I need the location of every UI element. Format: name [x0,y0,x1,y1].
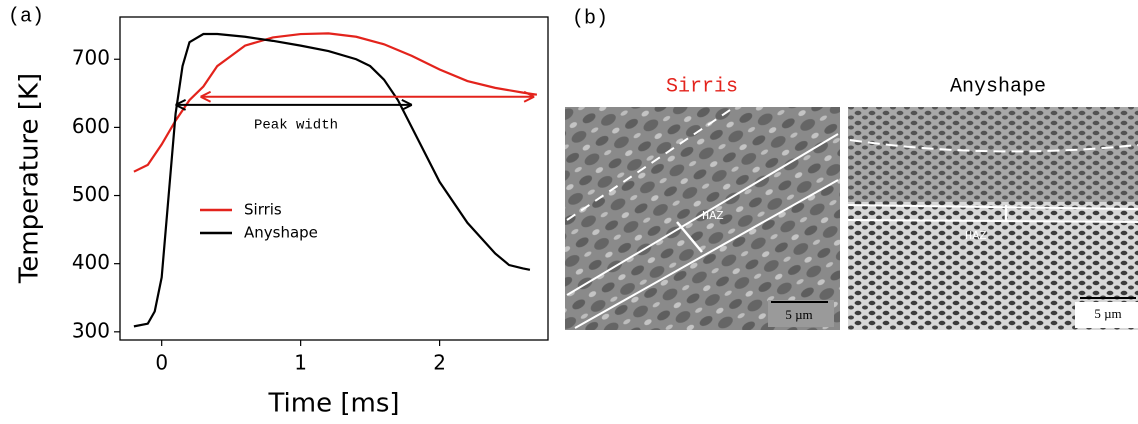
micrograph: HAZ 5 µm [565,107,840,330]
y-tick-label: 500 [72,182,110,206]
image-title: Anyshape [950,75,1046,98]
zone-label: HAZ [702,209,724,223]
arrow-head [175,99,187,111]
panel-label: (a) [8,5,44,28]
plot-frame [119,16,549,341]
arrow-head [401,99,413,111]
arrow-head [200,90,212,103]
y-tick-label: 700 [72,46,110,70]
plot-area: 0 1 2 300 400 500 600 700 Peak width Sirris Anysha… [72,32,538,375]
y-axis-label: Temperature [K] [15,73,45,284]
series-line [133,32,538,173]
legend-label: Sirris [244,201,282,219]
scale-bar-label: 5 µm [785,307,812,322]
y-tick-label: 600 [72,114,110,138]
y-tick-label: 300 [72,318,110,342]
arrow-head [523,90,535,103]
micrograph: HAZ 5 µm [847,107,1138,330]
x-tick-label: 2 [433,351,446,375]
panel-label: (b) [572,7,608,30]
x-axis-label: Time [ms] [267,389,399,419]
y-tick-label: 400 [72,250,110,274]
x-tick-label: 1 [294,351,307,375]
legend-label: Anyshape [244,224,318,242]
series-line [133,32,531,328]
image-title: Sirris [666,75,738,98]
x-tick-label: 0 [155,351,168,375]
annotation: Peak width [254,118,338,134]
scale-bar-label: 5 µm [1094,306,1121,321]
zone-label: HAZ [965,229,987,243]
